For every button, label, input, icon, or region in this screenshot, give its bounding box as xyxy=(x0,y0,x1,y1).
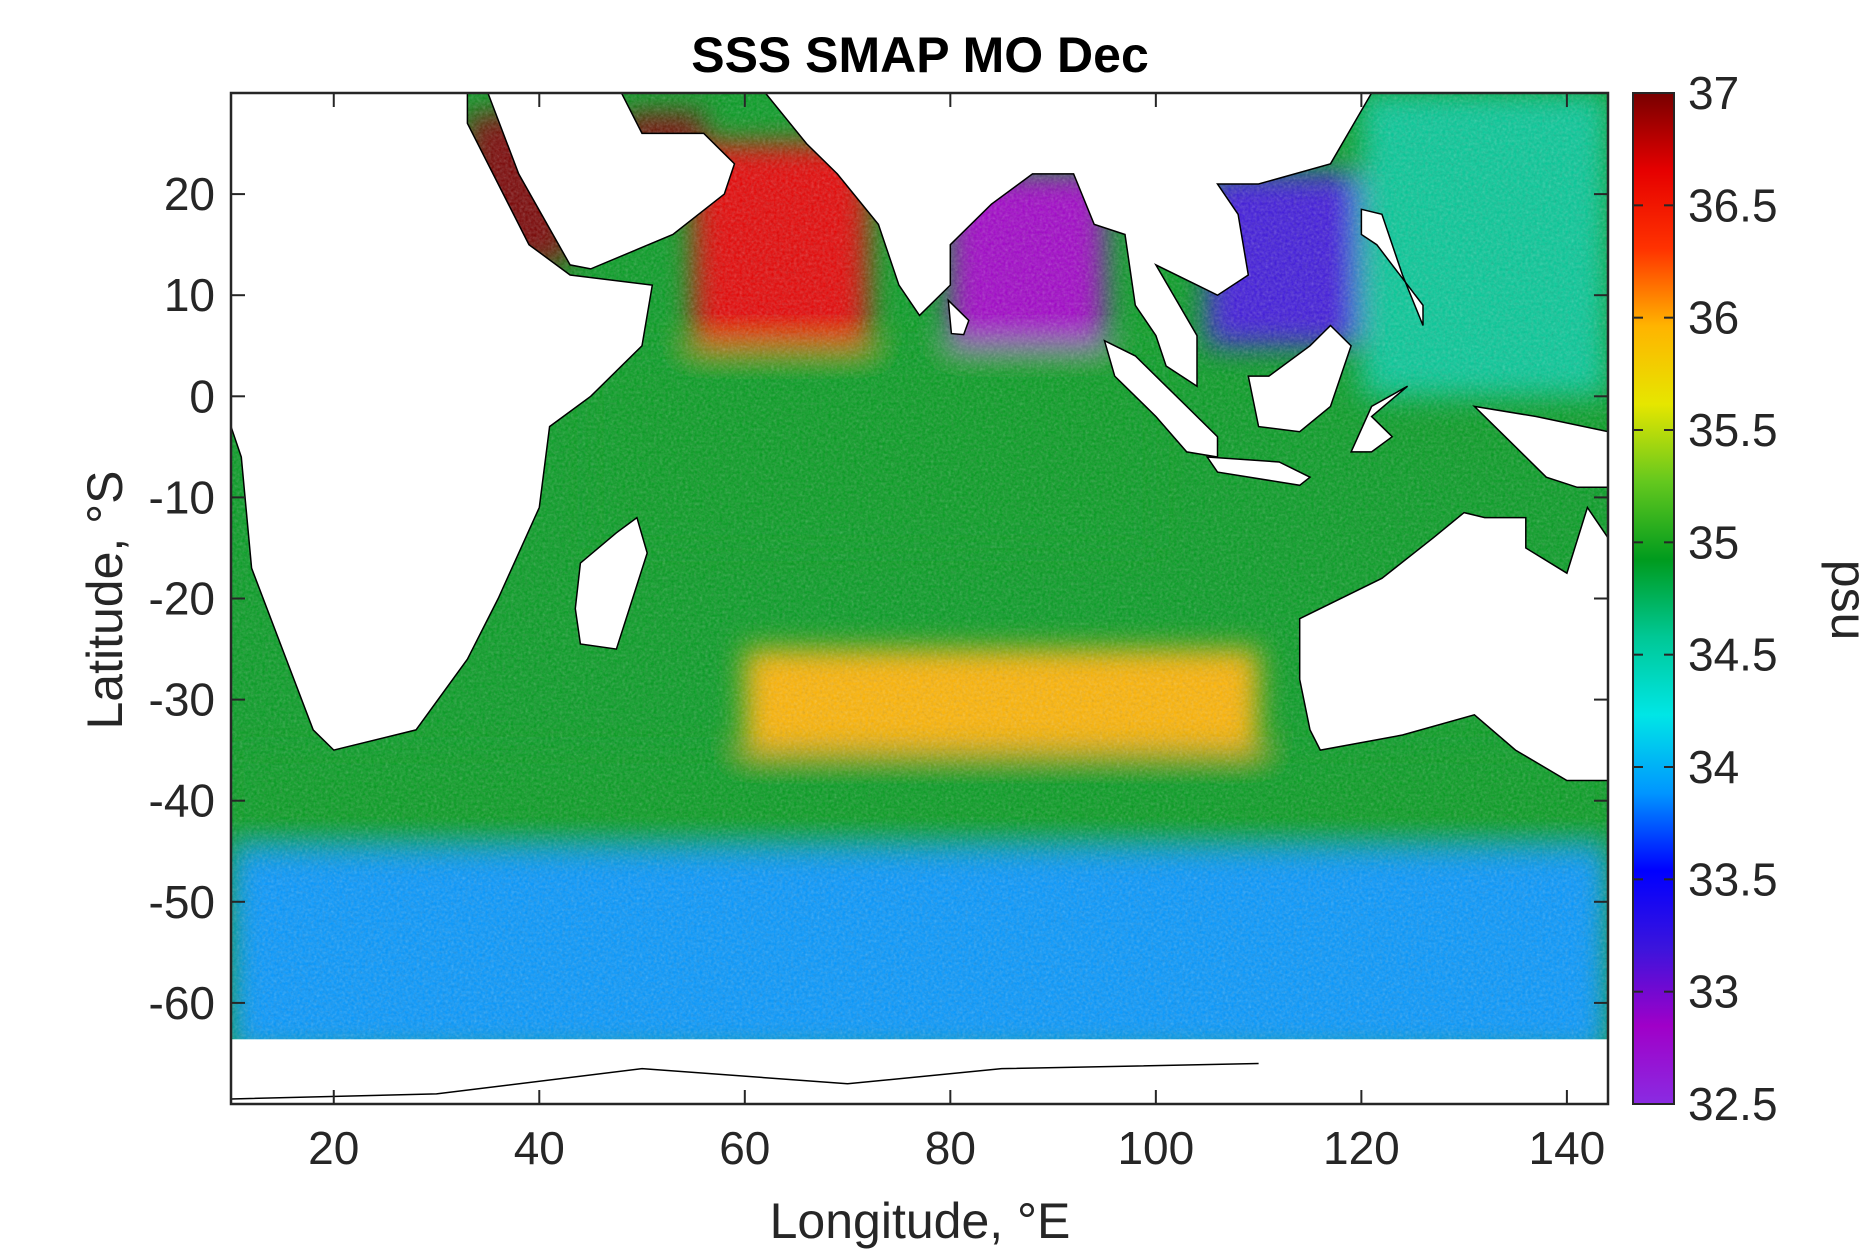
x-tick-label: 60 xyxy=(719,1122,770,1174)
land-africa xyxy=(231,93,654,751)
y-tick-label: -50 xyxy=(149,876,215,928)
y-tick-label: 20 xyxy=(164,168,215,220)
land-madagascar xyxy=(574,516,648,650)
y-axis-ticks: 20 10 0 -10 -20 -30 -40 -50 -60 xyxy=(149,168,1608,1029)
land-sulawesi xyxy=(1349,385,1409,453)
colorbar xyxy=(1632,92,1675,1105)
land-sri-lanka xyxy=(947,298,970,336)
land-new-guinea xyxy=(1472,405,1608,489)
land-philippines xyxy=(1360,208,1424,326)
colorbar-tick-label: 34 xyxy=(1688,741,1739,793)
colorbar-tick-label: 33.5 xyxy=(1688,853,1778,905)
colorbar-tick-label: 32.5 xyxy=(1688,1078,1778,1130)
land-india-asia xyxy=(764,93,1373,388)
y-tick-label: -10 xyxy=(149,471,215,523)
x-tick-label: 120 xyxy=(1323,1122,1400,1174)
land-java xyxy=(1205,456,1312,487)
y-tick-label: 0 xyxy=(189,370,215,422)
x-axis-label: Longitude, °E xyxy=(770,1193,1071,1249)
x-tick-label: 140 xyxy=(1529,1122,1606,1174)
antarctica-coastline xyxy=(231,1062,1259,1100)
x-tick-label: 40 xyxy=(514,1122,565,1174)
y-tick-label: -60 xyxy=(149,977,215,1029)
chart-title: SSS SMAP MO Dec xyxy=(691,27,1149,83)
colorbar-tick-label: 35.5 xyxy=(1688,404,1778,456)
y-tick-label: -20 xyxy=(149,573,215,625)
colorbar-tick-label: 34.5 xyxy=(1688,629,1778,681)
colorbar-tick-label: 36.5 xyxy=(1688,179,1778,231)
x-tick-label: 80 xyxy=(925,1122,976,1174)
land-australia xyxy=(1298,505,1608,782)
colorbar-tick-label: 36 xyxy=(1688,292,1739,344)
colorbar-ticks: 37 36.5 36 35.5 35 34.5 34 33.5 33 32.5 xyxy=(1633,67,1778,1130)
x-axis-ticks: 20 40 60 80 100 120 140 xyxy=(308,93,1605,1174)
x-tick-label: 100 xyxy=(1117,1122,1194,1174)
y-tick-label: -30 xyxy=(149,674,215,726)
plot-area xyxy=(231,93,1608,1104)
colorbar-tick-label: 37 xyxy=(1688,67,1739,119)
y-tick-label: -40 xyxy=(149,775,215,827)
land-arabia xyxy=(487,93,736,270)
colorbar-label: psu xyxy=(1821,560,1875,641)
colorbar-tick-label: 35 xyxy=(1688,516,1739,568)
no-data-band xyxy=(231,1039,1608,1104)
land-mask xyxy=(231,93,1608,1104)
land-borneo xyxy=(1247,324,1352,433)
y-tick-label: 10 xyxy=(164,269,215,321)
y-axis-label: Latitude, °S xyxy=(77,470,133,729)
colorbar-tick-label: 33 xyxy=(1688,966,1739,1018)
x-tick-label: 20 xyxy=(308,1122,359,1174)
